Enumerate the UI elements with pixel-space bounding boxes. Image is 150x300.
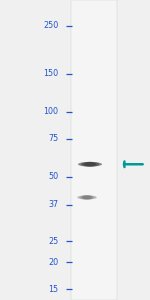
- Text: 25: 25: [48, 237, 59, 246]
- Ellipse shape: [77, 195, 97, 200]
- Text: 50: 50: [48, 172, 59, 181]
- Ellipse shape: [84, 162, 96, 166]
- Text: 100: 100: [44, 107, 59, 116]
- Ellipse shape: [78, 162, 102, 166]
- Text: 250: 250: [43, 21, 58, 30]
- Text: 75: 75: [48, 134, 59, 143]
- Bar: [70, 0, 117, 300]
- Text: 150: 150: [43, 69, 58, 78]
- Text: 37: 37: [48, 200, 59, 209]
- Ellipse shape: [80, 195, 94, 200]
- Text: 15: 15: [48, 285, 59, 294]
- Ellipse shape: [82, 195, 91, 200]
- Ellipse shape: [81, 162, 99, 166]
- Text: 20: 20: [48, 258, 59, 267]
